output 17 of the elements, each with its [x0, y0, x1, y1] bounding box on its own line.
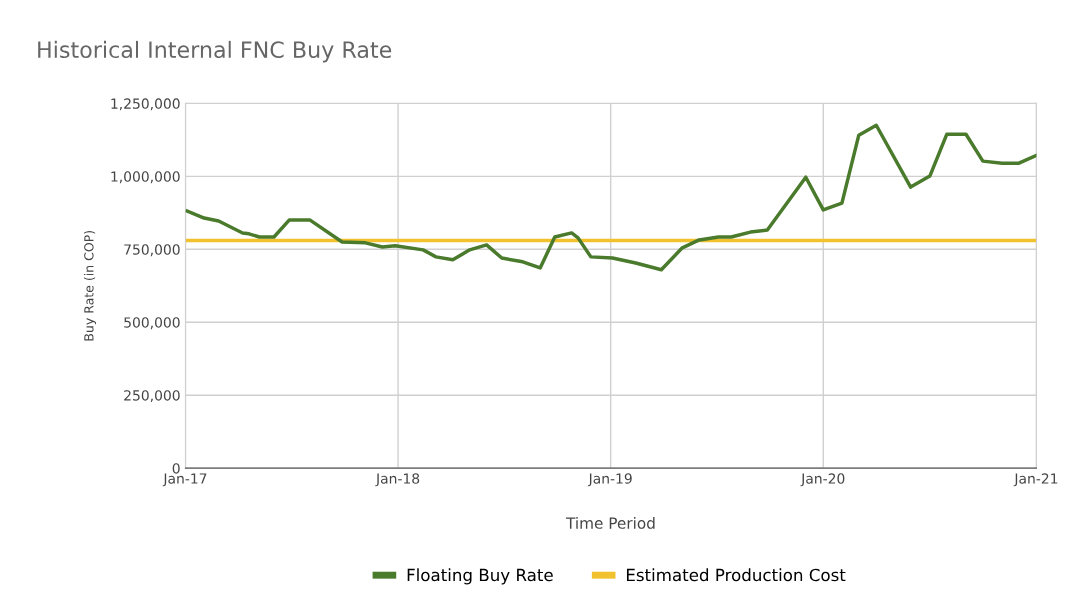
chart-title: Historical Internal FNC Buy Rate [38, 40, 392, 63]
y-tick-label: 0 [172, 463, 180, 474]
x-tick-label: Jan-19 [587, 473, 632, 487]
y-tick-label: 250,000 [124, 390, 180, 403]
legend-label: Estimated Production Cost [626, 568, 846, 582]
x-tick-label: Jan-17 [162, 473, 207, 487]
x-tick-label: Jan-20 [800, 473, 845, 487]
x-tick-label: Jan-21 [1013, 473, 1058, 487]
y-tick-label: 1,000,000 [111, 171, 180, 184]
line-series [185, 123, 1037, 272]
y-axis-title: Buy Rate (in COP) [83, 230, 97, 341]
y-tick-label: 500,000 [124, 317, 180, 330]
x-axis-title: Time Period [565, 517, 655, 529]
legend-label: Floating Buy Rate [407, 568, 553, 585]
x-tick-label: Jan-18 [375, 473, 420, 487]
y-tick-label: 1,250,000 [111, 98, 180, 111]
y-tick-label: 750,000 [124, 244, 180, 257]
